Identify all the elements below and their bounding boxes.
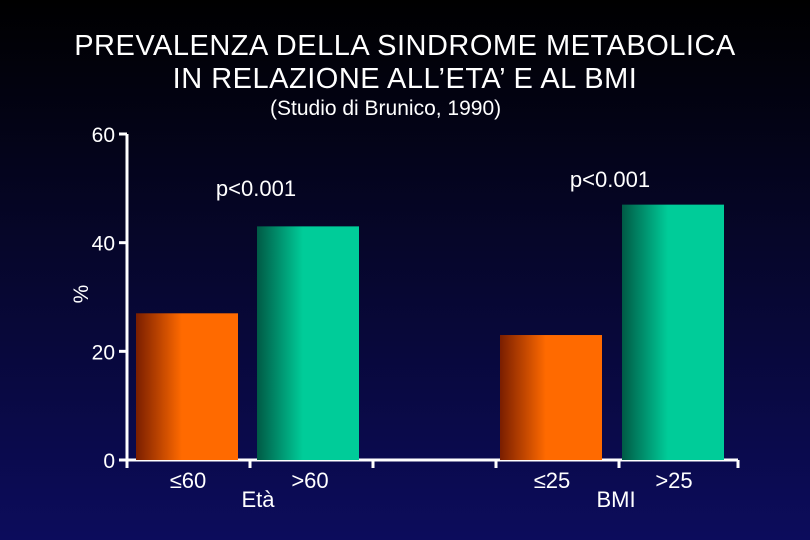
y-tick-label: 40 <box>92 233 115 256</box>
y-tick-label: 60 <box>92 124 115 147</box>
chart-title-line1: PREVALENZA DELLA SINDROME METABOLICA <box>74 30 736 62</box>
p-value-annotation: p<0.001 <box>570 167 650 192</box>
y-tick-label: 20 <box>92 341 115 364</box>
bar <box>500 335 602 460</box>
x-category-label: >25 <box>655 468 692 493</box>
bar <box>622 204 724 460</box>
x-group-label: Età <box>241 487 275 512</box>
y-tick-label: 0 <box>103 450 115 473</box>
p-value-annotation: p<0.001 <box>216 176 296 201</box>
bar <box>257 226 359 460</box>
chart-subtitle: (Studio di Brunico, 1990) <box>270 97 502 120</box>
x-category-label: >60 <box>291 468 328 493</box>
chart-title-line2: IN RELAZIONE ALL’ETA’ E AL BMI <box>172 63 638 95</box>
y-axis-label: % <box>70 285 93 304</box>
bar <box>136 313 238 460</box>
x-group-label: BMI <box>596 487 635 512</box>
x-category-label: ≤25 <box>534 468 571 493</box>
x-category-label: ≤60 <box>170 468 207 493</box>
